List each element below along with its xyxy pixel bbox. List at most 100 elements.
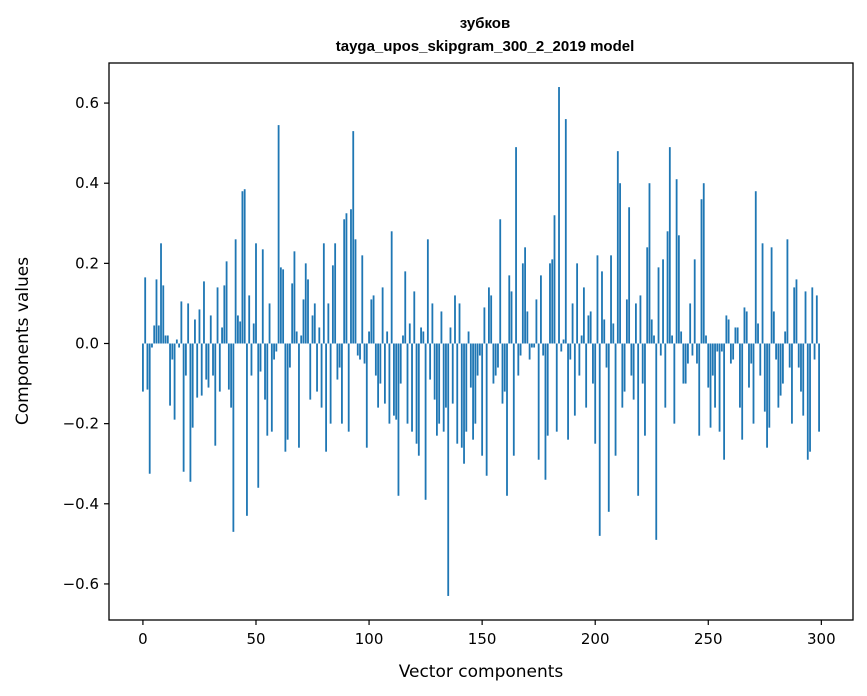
bar <box>327 303 330 344</box>
bar <box>191 343 194 428</box>
bar <box>736 327 739 344</box>
bar <box>209 315 212 344</box>
bar <box>791 343 793 424</box>
bar <box>585 343 588 408</box>
bar <box>431 303 434 344</box>
bar <box>775 343 778 360</box>
bar <box>684 343 687 384</box>
bar <box>560 343 563 352</box>
bar <box>515 147 517 344</box>
bar <box>589 311 592 344</box>
bar <box>433 343 436 400</box>
bar <box>212 343 214 376</box>
bar <box>766 343 768 448</box>
bar <box>623 343 626 392</box>
bar <box>734 327 737 344</box>
bar <box>714 343 716 408</box>
bar <box>173 343 176 420</box>
bar <box>725 315 728 344</box>
plot-frame <box>108 62 854 621</box>
bar <box>709 343 712 428</box>
bar <box>610 255 612 344</box>
bar <box>142 343 144 392</box>
bar <box>334 243 337 344</box>
bar <box>582 287 585 344</box>
bar <box>567 343 569 440</box>
bar <box>298 343 300 448</box>
bar <box>368 331 370 344</box>
bar <box>300 335 303 344</box>
bar <box>205 343 208 380</box>
bar <box>804 291 807 344</box>
bar <box>705 335 707 344</box>
bar <box>282 269 285 344</box>
bar <box>223 285 226 344</box>
y-tick-label: −0.4 <box>63 495 99 513</box>
bar <box>246 343 248 516</box>
bar <box>508 275 511 344</box>
bar <box>544 343 547 480</box>
bar <box>795 279 798 344</box>
bar <box>160 243 162 344</box>
bar <box>698 343 701 436</box>
bar <box>363 343 366 364</box>
x-tick-label: 0 <box>138 630 148 648</box>
y-tick-label: 0.4 <box>75 174 99 192</box>
bar <box>481 343 484 456</box>
bar <box>811 287 814 344</box>
x-tick-label: 200 <box>581 630 610 648</box>
bar <box>580 335 583 344</box>
bar <box>592 343 594 384</box>
bar <box>761 243 764 344</box>
bar <box>264 343 266 400</box>
bar <box>510 291 513 344</box>
bar <box>535 299 538 344</box>
bar <box>198 309 201 344</box>
bar <box>255 243 257 344</box>
bar <box>180 301 183 344</box>
bar <box>175 339 178 344</box>
bar <box>216 287 219 344</box>
bar <box>653 335 655 344</box>
bar <box>800 343 802 392</box>
bar <box>347 343 350 432</box>
bar <box>270 343 273 432</box>
bar <box>639 295 642 344</box>
bar <box>573 343 576 416</box>
bar <box>227 343 230 390</box>
bar <box>668 147 671 344</box>
bar <box>818 343 820 432</box>
bar <box>768 343 771 428</box>
bar <box>528 343 531 360</box>
bar <box>331 265 334 344</box>
bar <box>157 325 160 344</box>
bar <box>603 319 606 344</box>
bar <box>711 343 714 376</box>
bar <box>465 343 468 432</box>
bar <box>214 343 217 446</box>
bar <box>370 299 373 344</box>
x-tick-label: 150 <box>468 630 497 648</box>
bar <box>646 247 649 344</box>
bar <box>763 343 766 412</box>
bar <box>454 295 456 344</box>
bar <box>318 327 321 344</box>
bar <box>237 315 239 344</box>
bar <box>680 331 683 344</box>
bar <box>286 343 289 440</box>
bar <box>413 291 416 344</box>
bar <box>200 343 203 396</box>
bar <box>187 303 190 344</box>
bar <box>164 335 167 344</box>
bar <box>551 259 554 344</box>
bar <box>772 311 775 344</box>
bar <box>449 327 452 344</box>
bar <box>741 343 744 440</box>
bar <box>571 303 574 344</box>
bar <box>417 343 420 456</box>
bar <box>682 343 685 384</box>
bar <box>320 343 323 408</box>
bar <box>562 339 565 344</box>
bar <box>307 279 309 344</box>
y-axis: −0.6 −0.4 −0.2 0.0 0.2 0.4 0.6 <box>63 94 109 593</box>
